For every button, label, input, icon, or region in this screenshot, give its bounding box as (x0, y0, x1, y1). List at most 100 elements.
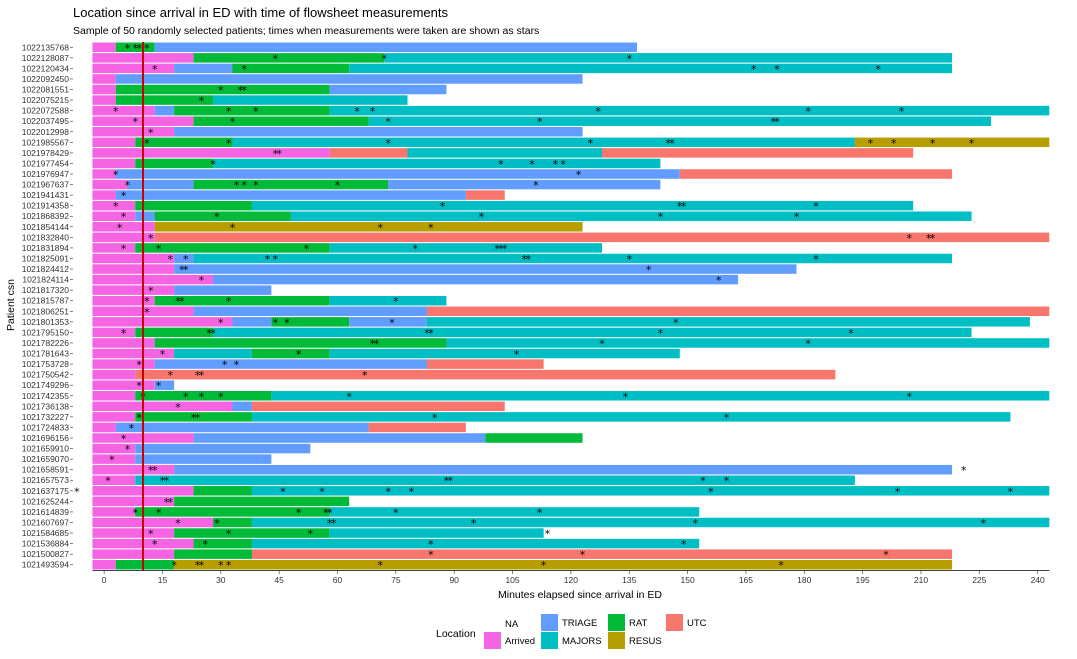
measurement-star: * (440, 200, 446, 213)
measurement-star: * (164, 475, 170, 488)
x-tick-label: 240 (1031, 575, 1045, 585)
measurement-star: * (199, 559, 205, 572)
y-tick-label: 1021832840 (22, 232, 70, 242)
measurement-star: * (265, 253, 271, 266)
bar-segment-majors (407, 148, 603, 158)
bar-segment-rat (135, 243, 330, 253)
bar-segment-arrived (92, 380, 155, 390)
legend-label-na: NA (505, 619, 519, 630)
legend-swatch-resus (608, 632, 625, 649)
measurement-star: * (121, 190, 127, 203)
y-tick-label: 1021659070 (22, 454, 70, 464)
y-tick-label: 1021782226 (22, 338, 70, 348)
bar-segment-rat (271, 317, 350, 327)
measurement-star: * (253, 105, 259, 118)
bar-segment-utc (368, 422, 466, 433)
measurement-star: * (409, 485, 415, 498)
measurement-star: * (156, 380, 162, 393)
bar-segment-triage (174, 63, 233, 74)
x-axis-label: Minutes elapsed since arrival in ED (498, 589, 662, 601)
bar-segment-arrived (92, 412, 136, 422)
legend-swatch-utc (666, 614, 683, 631)
bar-segment-triage (115, 169, 680, 179)
measurement-star: * (774, 116, 780, 129)
bar-segment-triage (174, 253, 194, 264)
legend-label-majors: MAJORS (562, 636, 602, 647)
measurement-star: * (195, 411, 201, 424)
bar-segment-rat (115, 559, 175, 570)
measurement-star: * (175, 295, 181, 308)
bar-segment-majors (251, 412, 1011, 422)
measurement-star: * (370, 105, 376, 118)
y-tick-label: 1021500827 (22, 549, 70, 559)
bar-segment-utc (465, 190, 505, 200)
bar-segment-utc (602, 148, 914, 158)
y-tick-label: 1022037495 (22, 116, 70, 126)
measurement-star: * (164, 496, 170, 509)
bar-segment-arrived (92, 422, 116, 433)
bar-segment-majors (213, 327, 972, 338)
measurement-star: * (428, 221, 434, 234)
measurement-star: * (708, 485, 714, 498)
bar-segment-rat (174, 496, 350, 507)
measurement-star: * (148, 232, 154, 245)
bar-segment-majors (426, 317, 1030, 327)
measurement-star: * (899, 105, 905, 118)
measurement-star: * (560, 158, 566, 171)
y-tick-label: 1021724833 (22, 422, 70, 432)
bar-segment-arrived (92, 222, 155, 232)
measurement-star: * (273, 253, 279, 266)
bar-segment-rat (193, 179, 389, 190)
measurement-star: * (335, 179, 341, 192)
plot-bars (92, 42, 1050, 570)
measurement-star: * (214, 211, 220, 224)
measurement-star: * (280, 485, 286, 498)
bar-segment-rat (115, 42, 155, 53)
y-tick-label: 1021985567 (22, 137, 70, 147)
y-tick-label: 1021817320 (22, 285, 70, 295)
measurement-star: * (105, 475, 111, 488)
measurement-star: * (677, 200, 683, 213)
legend: Location NA Arrived TRIAGE MAJORS RAT RESUS UT… (436, 614, 707, 649)
measurement-star: * (541, 559, 547, 572)
measurement-star: * (389, 316, 395, 329)
bar-segment-majors (349, 63, 953, 74)
bar-segment-arrived (92, 42, 116, 53)
measurement-star: * (144, 306, 150, 319)
measurement-star: * (444, 475, 450, 488)
bar-segment-majors (446, 338, 1050, 348)
measurement-star: * (980, 517, 986, 530)
measurement-star: * (626, 52, 632, 65)
x-tick-label: 165 (739, 575, 753, 585)
measurement-star: * (895, 485, 901, 498)
bar-segment-arrived (92, 285, 175, 295)
measurement-star: * (148, 464, 154, 477)
measurement-star: * (494, 242, 500, 255)
measurement-star: * (673, 316, 679, 329)
bar-segment-majors (368, 116, 991, 126)
measurement-star: * (152, 464, 158, 477)
y-tick-label: 1021824412 (22, 264, 70, 274)
measurement-star: * (521, 253, 527, 266)
measurement-star: * (113, 200, 119, 213)
bar-segment-triage (232, 317, 272, 327)
measurement-star: * (514, 348, 520, 361)
y-tick-label: 1022012998 (22, 127, 70, 137)
measurement-star: * (218, 84, 224, 97)
y-tick-label: 1021750542 (22, 370, 70, 380)
measurement-star: * (498, 158, 504, 171)
measurement-star: * (109, 454, 115, 467)
bar-segment-arrived (92, 169, 116, 179)
measurement-star: * (226, 528, 232, 541)
measurement-star: * (156, 506, 162, 519)
measurement-star: * (113, 105, 119, 118)
x-tick-label: 30 (216, 575, 226, 585)
bar-segment-majors (329, 243, 602, 253)
bar-segment-majors (329, 295, 447, 306)
measurement-star: * (770, 116, 776, 129)
bar-segment-triage (174, 285, 272, 295)
x-tick-label: 90 (449, 575, 459, 585)
bar-segment-triage (154, 105, 175, 116)
x-tick-label: 150 (680, 575, 694, 585)
